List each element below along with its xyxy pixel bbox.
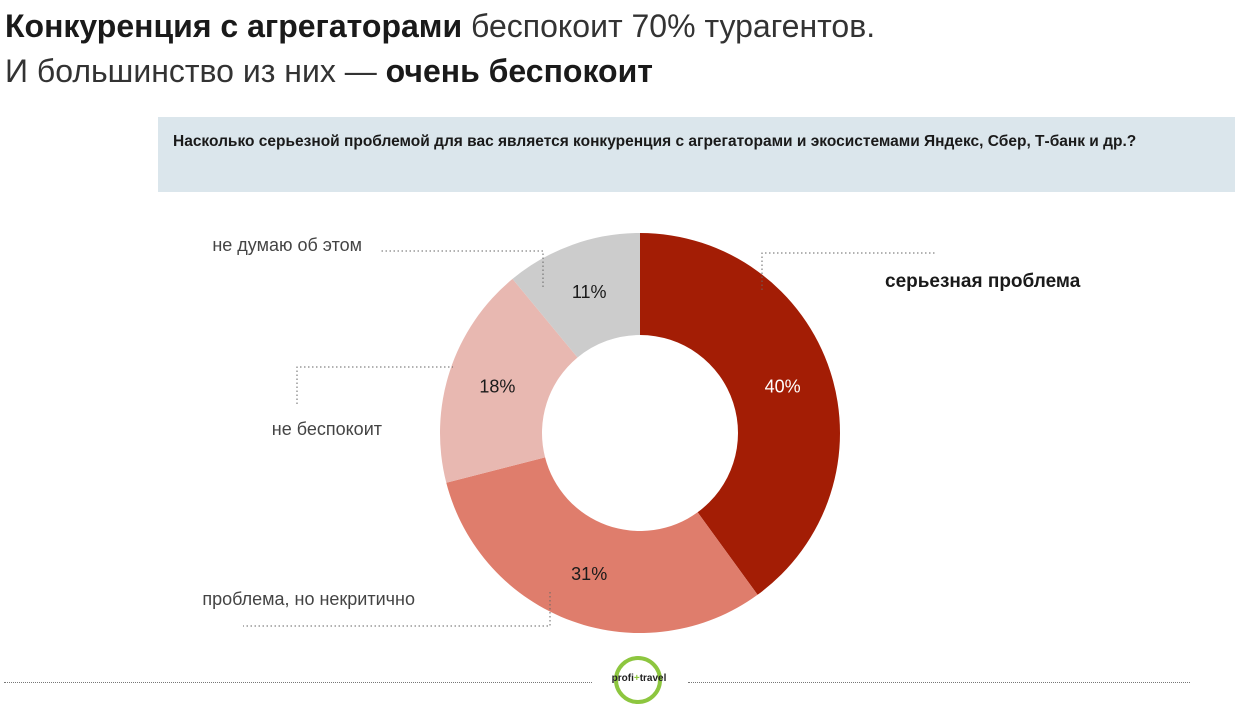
leader-line-dont-think xyxy=(380,250,544,287)
value-label-noncritical: 31% xyxy=(571,564,607,584)
category-label-serious: серьезная проблема xyxy=(885,271,1081,292)
leader-line-no-worry xyxy=(296,366,453,404)
value-label-dont-think: 11% xyxy=(572,282,607,302)
category-label-no-worry: не беспокоит xyxy=(272,419,382,439)
footer-divider-right xyxy=(688,682,1190,683)
headline-line-1: Конкуренция с агрегаторами беспокоит 70%… xyxy=(5,6,875,46)
value-label-serious: 40% xyxy=(765,377,801,397)
survey-question: Насколько серьезной проблемой для вас яв… xyxy=(158,117,1235,192)
headline-line-2: И большинство из них — очень беспокоит xyxy=(5,51,653,91)
category-label-dont-think: не думаю об этом xyxy=(212,235,362,255)
donut-slice-serious xyxy=(640,233,840,595)
headline-bold-2: очень беспокоит xyxy=(385,53,653,89)
value-label-no-worry: 18% xyxy=(479,377,515,397)
donut-slice-no-worry xyxy=(439,278,578,483)
logo-ring-icon xyxy=(614,656,662,704)
category-label-noncritical: проблема, но некритично xyxy=(202,589,415,609)
donut-slice-noncritical xyxy=(446,457,758,633)
donut-slice-dont-think xyxy=(512,233,640,358)
headline-rest-1: беспокоит 70% турагентов. xyxy=(462,8,876,44)
logo-text: profi+travel xyxy=(611,673,667,684)
footer-divider-left xyxy=(4,682,592,683)
headline-bold-1: Конкуренция с агрегаторами xyxy=(5,8,463,44)
leader-line-serious xyxy=(761,252,937,290)
profi-travel-logo: profi+travel xyxy=(604,656,674,704)
headline-rest-2: И большинство из них — xyxy=(5,53,386,89)
